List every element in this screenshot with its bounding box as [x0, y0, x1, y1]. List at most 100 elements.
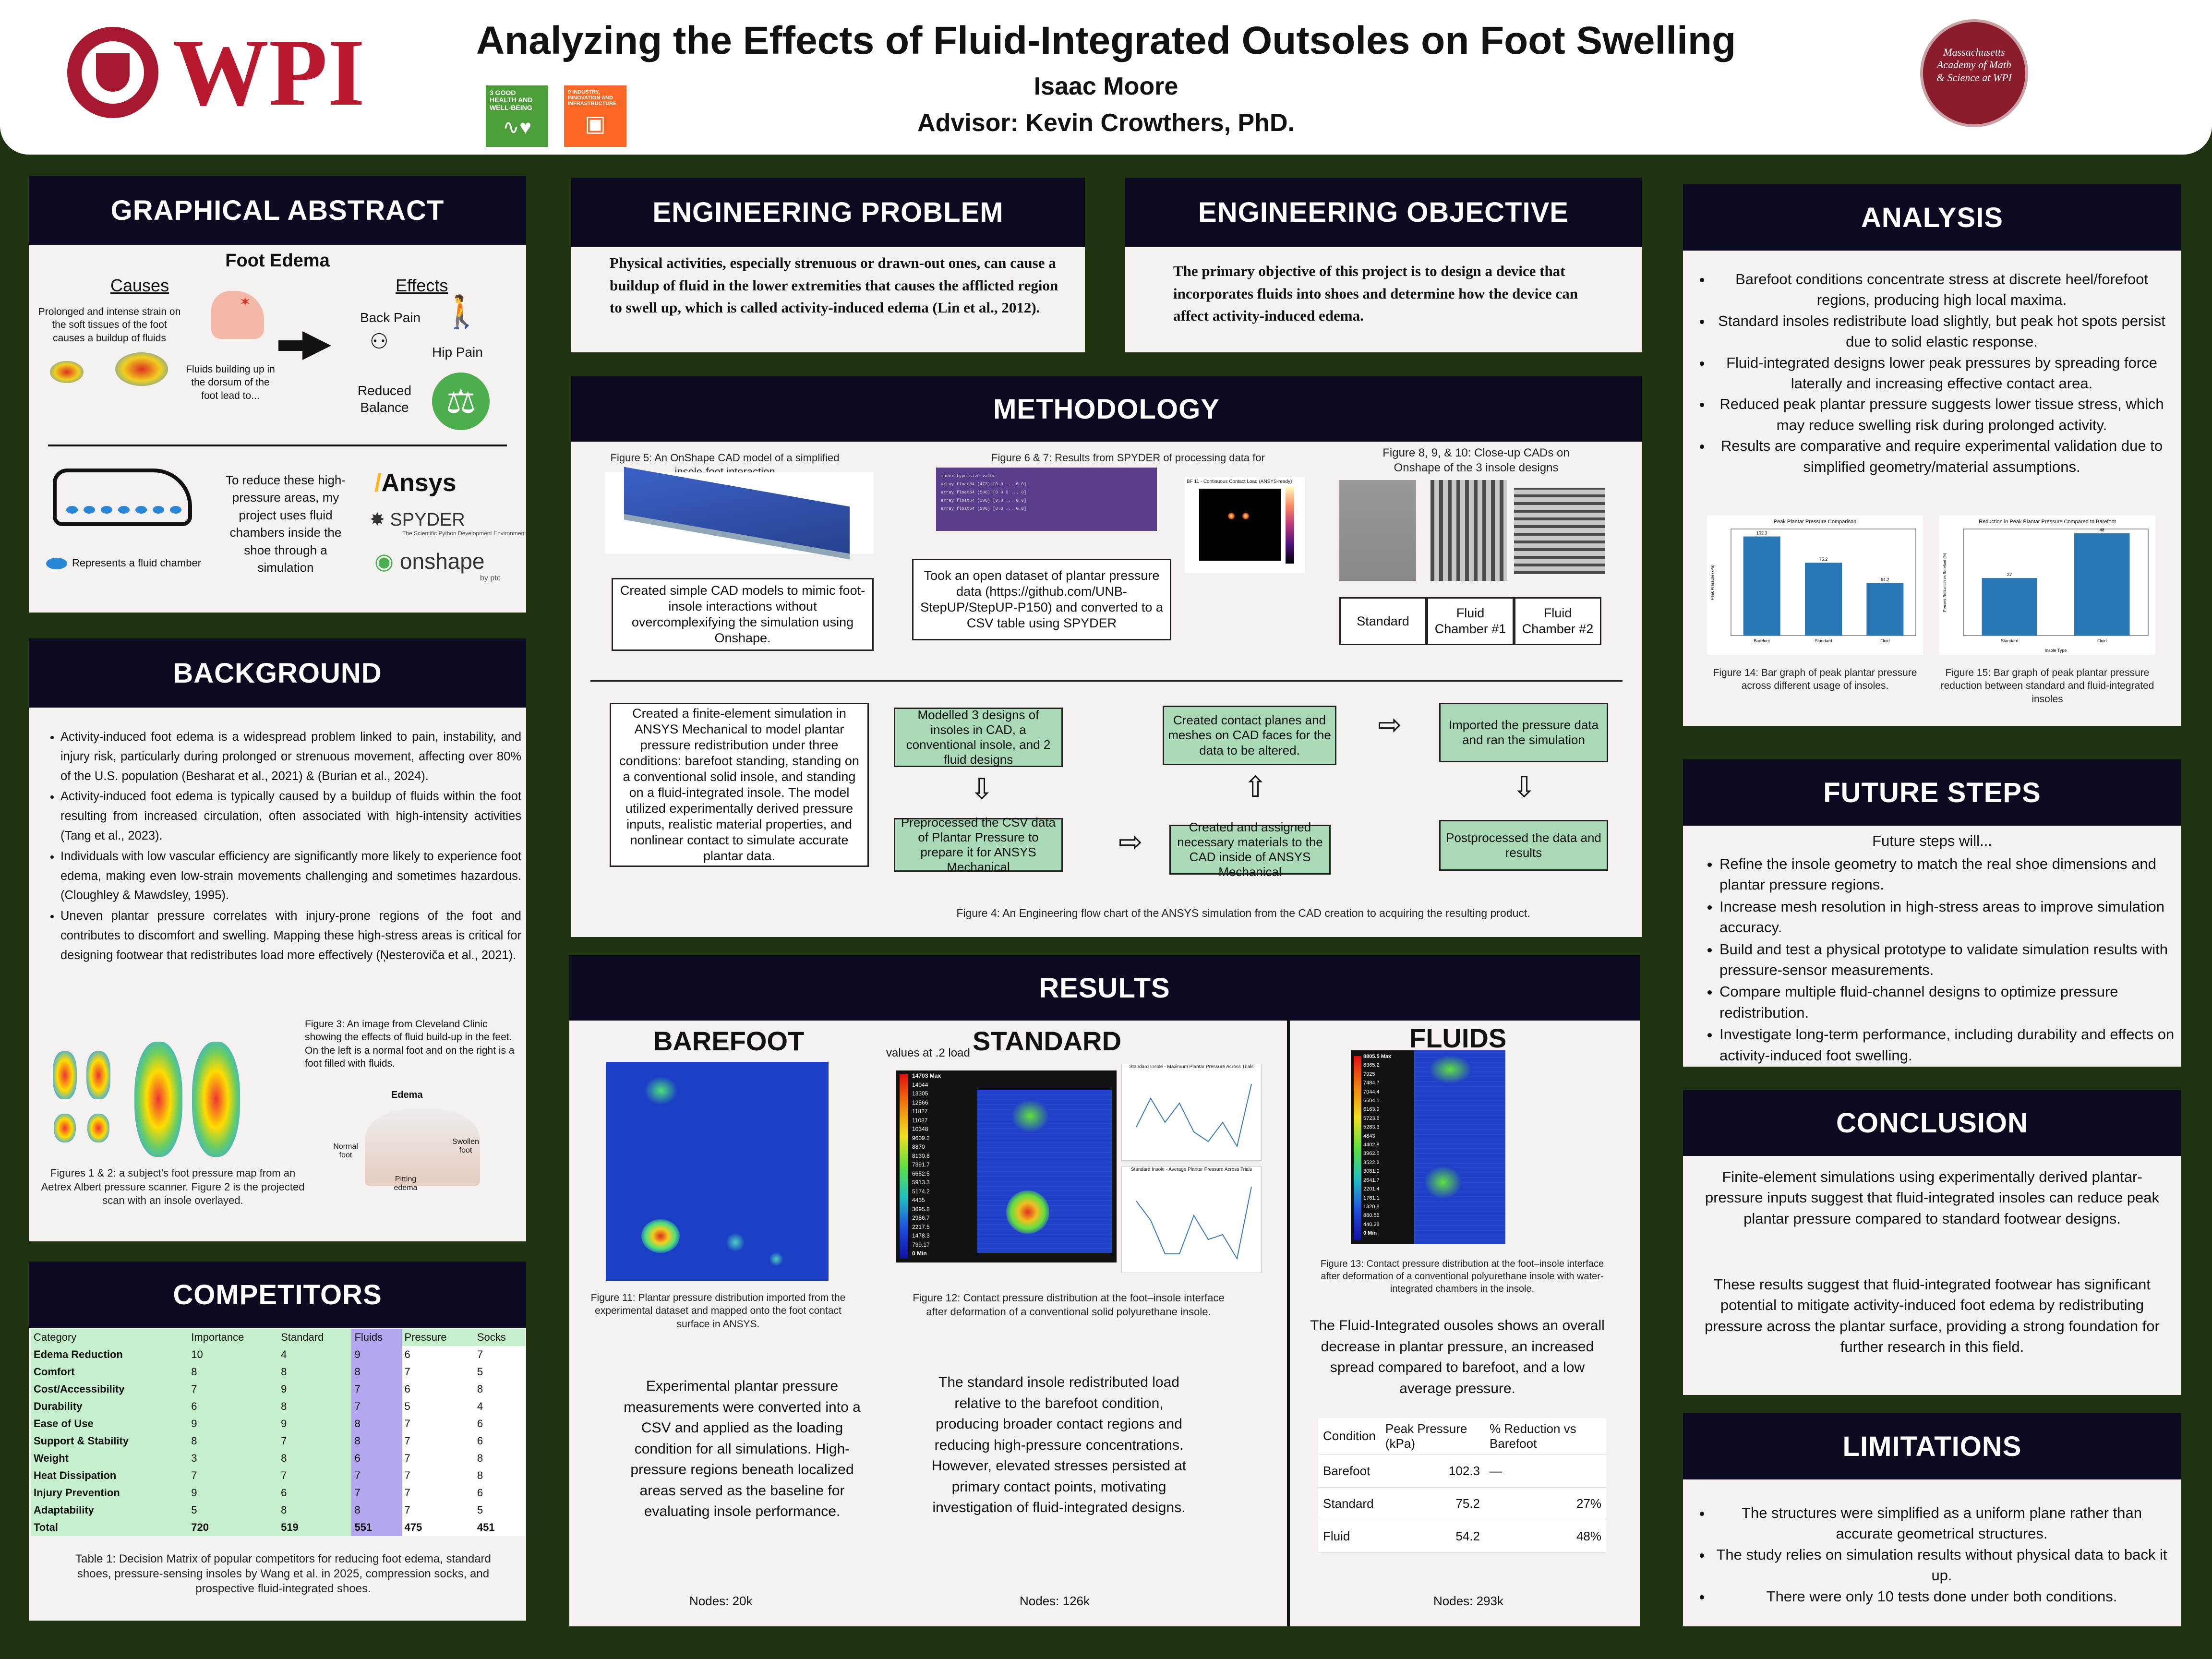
shoe-icon: [53, 469, 192, 526]
fig12-results-caption: Figure 12: Contact pressure distribution…: [913, 1292, 1225, 1318]
fluid-chamber-2-image: [1514, 488, 1605, 574]
legend-value: 7484.7: [1363, 1080, 1380, 1086]
standard-pressure-image: 14703 Max 14044 13305 12566 11827 11087 10348 9…: [896, 1070, 1117, 1262]
legend-value: 9609.2: [912, 1134, 930, 1142]
background-bullet: Activity-induced foot edema is typically…: [60, 787, 521, 845]
swollen-foot-label: Swollen foot: [452, 1138, 480, 1154]
decision-matrix-cell: Ease of Use: [31, 1415, 189, 1432]
decision-matrix-cell: 8: [351, 1502, 402, 1519]
decision-matrix-cell: 7: [188, 1381, 278, 1398]
barefoot-pressure-image: [606, 1062, 829, 1281]
decision-matrix-cell: 7: [278, 1432, 352, 1450]
future-intro: Future steps will...: [1872, 832, 1992, 849]
decision-matrix-cell: 7: [474, 1346, 525, 1363]
decision-matrix-cell: Adaptability: [31, 1502, 189, 1519]
future-bullet: Compare multiple fluid-channel designs t…: [1719, 981, 2180, 1023]
pressure-table-header: % Reduction vs Barefoot: [1485, 1418, 1606, 1455]
pressure-reduction-bar-chart: Reduction in Peak Plantar Pressure Compa…: [1939, 516, 2155, 655]
decision-matrix-cell: 7: [401, 1502, 474, 1519]
legend-value: 4843: [1363, 1133, 1375, 1139]
decision-matrix-row: Ease of Use 9 9 8 7 6: [31, 1415, 525, 1432]
decision-matrix-cell: 6: [474, 1432, 525, 1450]
flow-step: Created and assigned necessary materials…: [1169, 820, 1331, 879]
flow-step: Preprocessed the CSV data of Plantar Pre…: [894, 815, 1063, 874]
chart-title: Peak Plantar Pressure Comparison: [1774, 519, 1856, 525]
legend-value: 5283.3: [1363, 1124, 1380, 1130]
divider: [48, 445, 507, 446]
decision-matrix-cell: 7: [351, 1484, 402, 1502]
bar-value-label: 102.3: [1756, 531, 1767, 536]
decision-matrix-cell: Injury Prevention: [31, 1484, 189, 1502]
bar-value-label: 48: [2100, 528, 2104, 532]
decision-matrix-cell: 10: [188, 1346, 278, 1363]
fluid-chamber-icon: [46, 558, 67, 569]
legend-value: 14703 Max: [912, 1072, 941, 1079]
methodology-panel: METHODOLOGY Figure 5: An OnShape CAD mod…: [571, 376, 1642, 937]
legend-value: 0 Min: [1363, 1230, 1377, 1237]
barefoot-nodes: Nodes: 20k: [689, 1594, 753, 1608]
decision-matrix-cell: 7: [401, 1484, 474, 1502]
engineering-problem-panel: ENGINEERING PROBLEM Physical activities,…: [571, 178, 1085, 352]
ansys-logo: /Ansys: [374, 469, 457, 497]
decision-matrix-row: Cost/Accessibility 7 9 7 6 8: [31, 1381, 525, 1398]
competitors-heading: COMPETITORS: [29, 1262, 526, 1328]
author: Isaac Moore: [1034, 72, 1178, 100]
pressure-table-header: Peak Pressure (kPa): [1380, 1418, 1485, 1455]
decision-matrix-cell: Category: [31, 1329, 189, 1346]
decision-matrix-cell: Pressure: [401, 1329, 474, 1346]
sdg9-icon: 9 INDUSTRY, INNOVATION AND INFRASTRUCTUR…: [564, 85, 626, 147]
decision-matrix-row: Edema Reduction 10 4 9 6 7: [31, 1346, 525, 1363]
bar: [1743, 536, 1780, 636]
legend-value: 1761.1: [1363, 1195, 1380, 1201]
legend-value: 440.28: [1363, 1221, 1380, 1227]
pressure-table-header: Condition: [1318, 1418, 1381, 1455]
competitors-panel: COMPETITORS Category Importance Standard Fl…: [29, 1262, 526, 1621]
legend-value: 4435: [912, 1197, 925, 1203]
arrow-right-icon: ⇨: [1378, 709, 1402, 741]
decision-matrix-cell: Socks: [474, 1329, 525, 1346]
table1-caption: Table 1: Decision Matrix of popular comp…: [75, 1552, 491, 1596]
standard-nodes: Nodes: 126k: [1020, 1594, 1090, 1608]
decision-matrix-cell: 3: [188, 1450, 278, 1467]
category-tick-label: Standard: [2001, 638, 2019, 643]
effects-label: Effects: [396, 276, 448, 295]
flow-step: Created contact planes and meshes on CAD…: [1163, 706, 1336, 765]
category-tick-label: Barefoot: [1754, 638, 1770, 643]
bar: [1805, 563, 1842, 636]
analysis-bullet: Standard insoles redistribute load sligh…: [1712, 311, 2172, 352]
fig13-caption: Figure 13: Contact pressure distribution…: [1320, 1259, 1604, 1294]
decision-matrix-row: Total 720 519 551 475 451: [31, 1519, 525, 1536]
legend-value: 739.17: [912, 1241, 930, 1248]
standard-text: The standard insole redistributed load r…: [931, 1374, 1187, 1515]
pressure-map-icon: [50, 361, 84, 383]
graphical-abstract-panel: GRAPHICAL ABSTRACT Foot Edema Causes Eff…: [29, 176, 526, 613]
legend-value: 3081.9: [1363, 1168, 1380, 1175]
back-pain-icon: ⚇: [370, 330, 389, 353]
legend-value: 13305: [912, 1090, 928, 1097]
sdg3-icon: 3 GOOD HEALTH AND WELL-BEING ∿♥: [486, 85, 548, 147]
decision-matrix-cell: 7: [401, 1432, 474, 1450]
decision-matrix-cell: 551: [351, 1519, 402, 1536]
arrow-down-icon: ⇩: [1512, 771, 1537, 803]
y-axis-label: Peak Pressure (kPa): [1710, 565, 1715, 600]
legend-value: 3962.5: [1363, 1151, 1380, 1157]
decision-matrix-cell: 7: [351, 1467, 402, 1484]
standard-label: STANDARD: [973, 1026, 1122, 1056]
legend-value: 2956.7: [912, 1214, 930, 1221]
legend-value: 6652.5: [912, 1170, 930, 1177]
decision-matrix-cell: 9: [278, 1415, 352, 1432]
fig5-box: Created simple CAD models to mimic foot-…: [612, 578, 874, 651]
limitations-bullet: There were only 10 tests done under both…: [1712, 1586, 2172, 1607]
insole-label: Standard: [1339, 597, 1427, 645]
hip-pain-icon: 🚶: [442, 294, 481, 329]
decision-matrix-cell: 6: [351, 1450, 402, 1467]
legend-value: 5913.3: [912, 1179, 930, 1186]
legend-value: 5174.2: [912, 1188, 930, 1195]
engineering-objective-text: The primary objective of this project is…: [1173, 263, 1578, 324]
onshape-subtitle: by ptc: [480, 574, 501, 582]
future-bullet: Investigate long-term performance, inclu…: [1719, 1024, 2180, 1066]
category-tick-label: Standard: [1815, 638, 1832, 643]
background-bullet: Individuals with low vascular efficiency…: [60, 847, 521, 905]
background-heading: BACKGROUND: [29, 638, 526, 708]
future-bullets: Refine the insole geometry to match the …: [1702, 854, 2180, 1067]
